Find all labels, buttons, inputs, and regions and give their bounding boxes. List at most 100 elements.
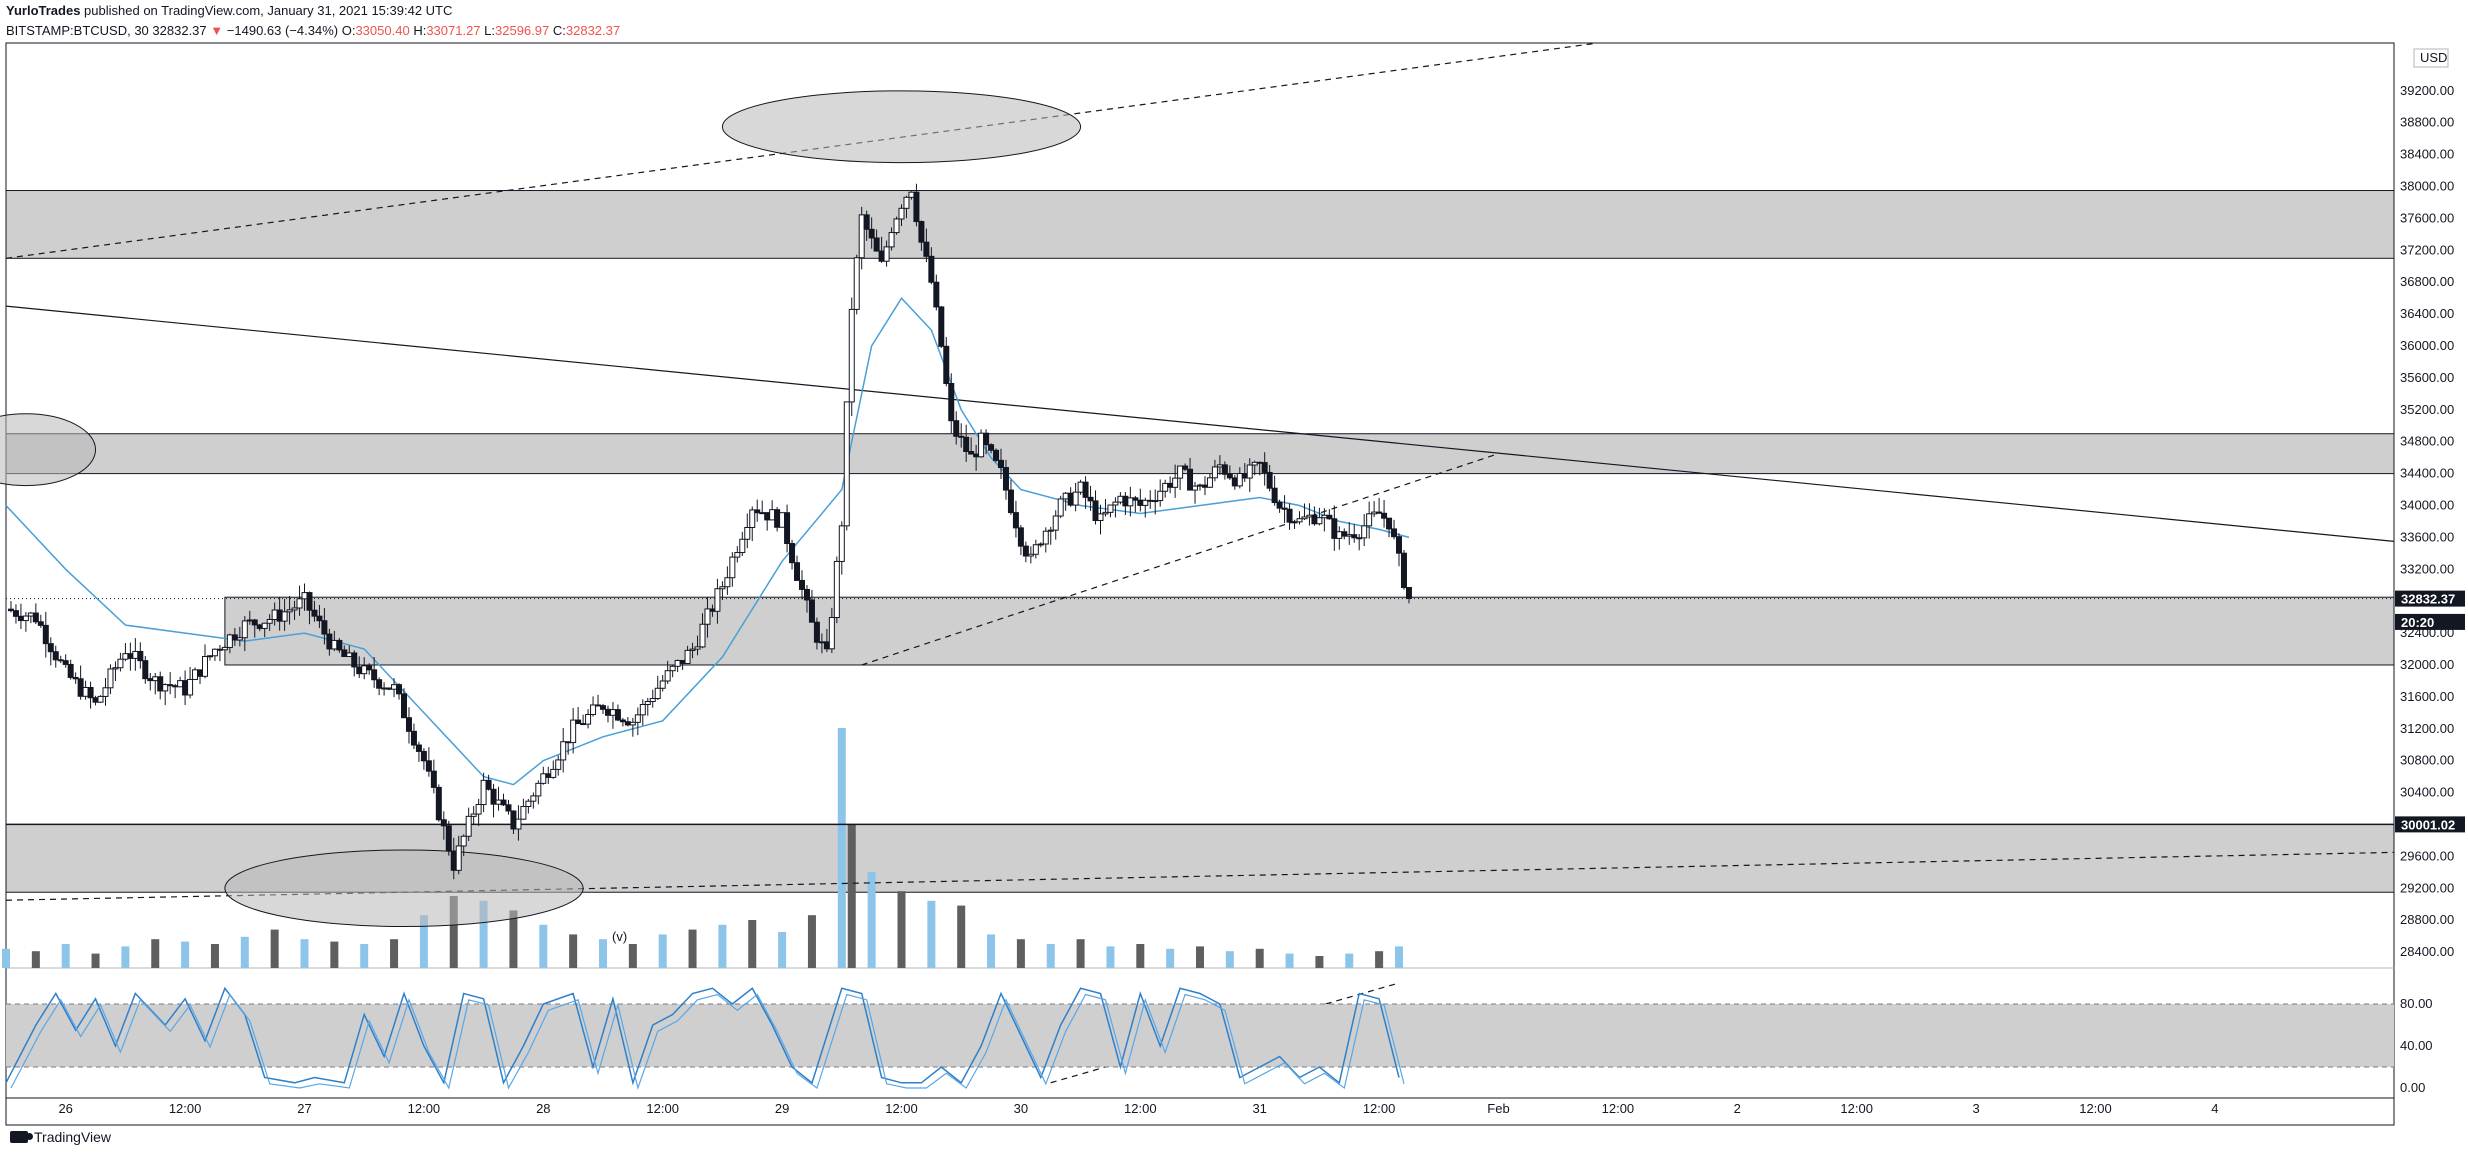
price-tick-label: 39200.00 (2400, 83, 2454, 98)
candle-body (1281, 507, 1288, 510)
candle-body (1221, 464, 1228, 475)
stoch-k-line (5, 986, 1400, 1086)
price-tick-label: 36000.00 (2400, 338, 2454, 353)
publisher-name[interactable]: YurloTrades (6, 3, 81, 18)
candle-body (1012, 512, 1019, 529)
price-tick-label: 33600.00 (2400, 529, 2454, 544)
price-tick-label: 36400.00 (2400, 306, 2454, 321)
candle-body (77, 678, 84, 697)
candle-body (749, 509, 756, 528)
candle-body (570, 719, 577, 744)
candle-body (177, 680, 184, 688)
candle-body (236, 637, 243, 641)
candle-body (739, 538, 746, 554)
candle-body (993, 449, 1000, 461)
down-arrow-icon: ▼ (210, 23, 224, 38)
price-tick-label: 34400.00 (2400, 466, 2454, 481)
volume-bar (1395, 946, 1403, 968)
candle-body (590, 704, 597, 716)
candle-body (1177, 465, 1184, 479)
candle-body (604, 708, 611, 716)
candle-body (988, 444, 995, 451)
candle-body (7, 608, 14, 612)
candle-body (1201, 484, 1208, 488)
candle-body (137, 650, 144, 662)
time-tick-label: 4 (2211, 1101, 2218, 1116)
candle-body (112, 667, 119, 670)
candle-body (888, 232, 895, 248)
candle-body (659, 680, 666, 689)
candle-body (694, 646, 701, 650)
candle-body (664, 670, 671, 682)
candle-body (968, 450, 975, 455)
price-tick-label: 34000.00 (2400, 498, 2454, 513)
candle-body (724, 577, 731, 588)
candle-body (231, 634, 238, 641)
candle-body (978, 432, 985, 458)
candle-body (415, 744, 422, 752)
low-label: L: (484, 23, 496, 38)
candle-body (744, 526, 751, 540)
price-tick-label: 35200.00 (2400, 402, 2454, 417)
currency-box[interactable] (2413, 48, 2449, 68)
candle-body (336, 639, 343, 651)
price-tick-label: 34800.00 (2400, 434, 2454, 449)
symbol-label[interactable]: BITSTAMP:BTCUSD, 30 (6, 23, 149, 38)
candle-body (67, 663, 74, 678)
candle-body (769, 509, 776, 521)
candle-body (1042, 530, 1049, 545)
candle-body (460, 835, 467, 847)
candle-body (963, 436, 970, 452)
candle-body (649, 698, 656, 702)
oscillator-layer (5, 986, 2394, 1091)
moving-average-layer (5, 296, 1410, 786)
candle-body (341, 649, 348, 658)
level-label-bg (2395, 816, 2465, 833)
time-tick-label: 2 (1734, 1101, 1741, 1116)
candle-body (1037, 543, 1044, 546)
time-tick-label: 12:00 (169, 1101, 202, 1116)
volume-bar (987, 934, 996, 968)
candle-body (17, 615, 24, 622)
candle-body (192, 669, 199, 680)
candle-body (401, 693, 407, 719)
tradingview-footer[interactable]: TradingView (10, 1129, 111, 1145)
descending-resistance (5, 305, 2395, 542)
candle-body (211, 648, 218, 657)
volume-bar (330, 941, 339, 968)
candle-body (1361, 525, 1368, 539)
candle-body (704, 608, 711, 625)
price-change: −1490.63 (−4.34%) (226, 23, 339, 38)
candle-body (525, 800, 532, 808)
candle-body (396, 684, 403, 695)
candle-body (973, 453, 980, 458)
stoch-d-line (10, 993, 1405, 1091)
volume-bar (1315, 956, 1324, 968)
candle-body (560, 741, 567, 761)
time-tick-label: 29 (775, 1101, 789, 1116)
volume-bar (151, 939, 160, 968)
price-labels-layer: 32832.37 20:20 30001.02 (2395, 590, 2465, 833)
candle-body (87, 686, 94, 699)
candle-body (1142, 499, 1149, 506)
candle-body (152, 676, 159, 682)
price-tick-label: 28400.00 (2400, 944, 2454, 959)
candle-body (779, 512, 786, 528)
price-tick-label: 38400.00 (2400, 147, 2454, 162)
candle-body (848, 308, 855, 403)
top-ellipse (721, 90, 1082, 164)
candle-body (803, 588, 810, 601)
volume-bar (1375, 951, 1384, 968)
candle-body (1097, 513, 1104, 522)
price-tick-label: 31200.00 (2400, 721, 2454, 736)
candle-body (813, 621, 820, 643)
candle-body (455, 845, 462, 871)
candle-body (510, 810, 517, 830)
price-tick-label: 37200.00 (2400, 242, 2454, 257)
candle-body (545, 773, 552, 778)
time-tick-label: Feb (1487, 1101, 1509, 1116)
last-price: 32832.37 (152, 23, 207, 38)
volume-bar (360, 944, 369, 968)
candle-body (1386, 517, 1393, 530)
